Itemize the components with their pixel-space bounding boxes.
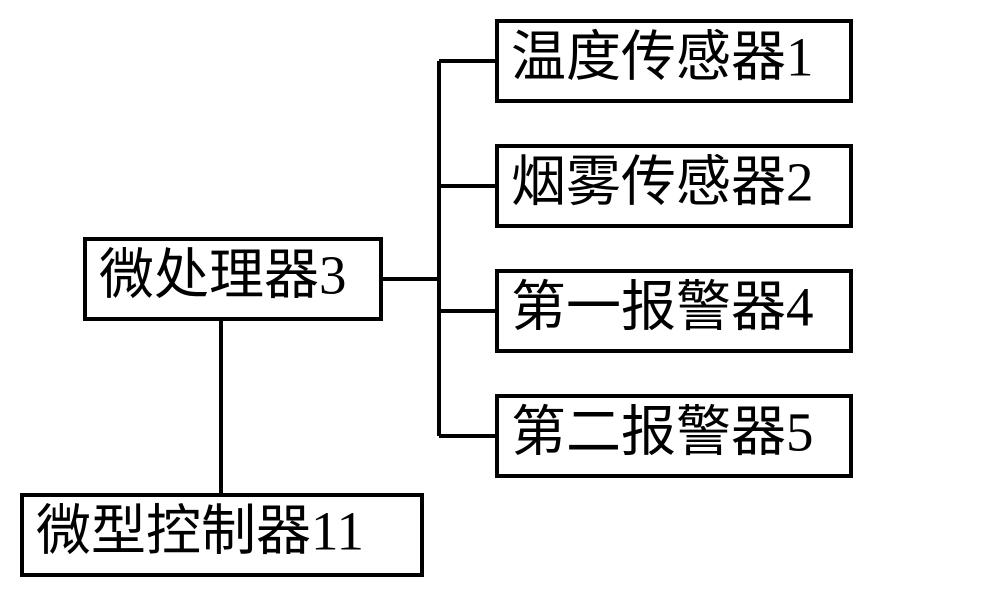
node-micro-controller-label: 微型控制器11	[36, 501, 364, 562]
node-first-alarm-label: 第一报警器4	[511, 277, 814, 338]
node-micro-controller: 微型控制器11	[22, 495, 422, 575]
node-smoke-sensor-label: 烟雾传感器2	[511, 152, 814, 213]
node-second-alarm: 第二报警器5	[497, 396, 851, 476]
node-smoke-sensor: 烟雾传感器2	[497, 146, 851, 226]
node-processor: 微处理器3	[85, 239, 381, 319]
node-processor-label: 微处理器3	[99, 245, 347, 306]
node-temp-sensor-label: 温度传感器1	[511, 27, 814, 88]
node-second-alarm-label: 第二报警器5	[511, 402, 814, 463]
block-diagram: 微处理器3 温度传感器1 烟雾传感器2 第一报警器4 第二报警器5 微型控制器1…	[0, 0, 1000, 594]
node-first-alarm: 第一报警器4	[497, 271, 851, 351]
node-temp-sensor: 温度传感器1	[497, 21, 851, 101]
